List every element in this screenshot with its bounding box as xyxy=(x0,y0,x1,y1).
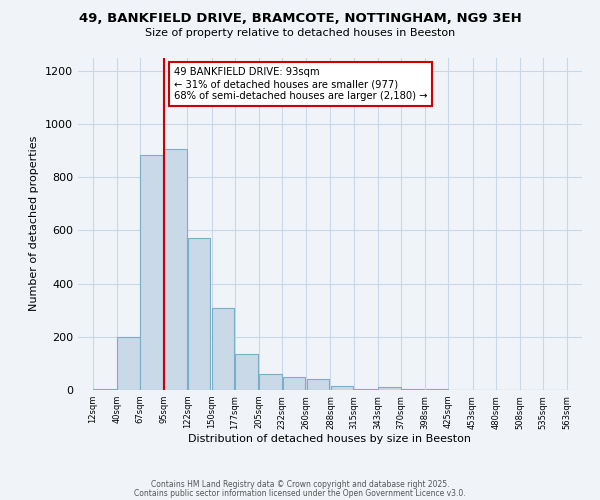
Bar xyxy=(425,388,448,390)
Bar xyxy=(93,388,116,390)
Bar xyxy=(164,150,187,390)
Bar xyxy=(212,308,235,390)
Text: Size of property relative to detached houses in Beeston: Size of property relative to detached ho… xyxy=(145,28,455,38)
Y-axis label: Number of detached properties: Number of detached properties xyxy=(29,136,40,312)
Bar xyxy=(331,386,353,390)
Text: Contains HM Land Registry data © Crown copyright and database right 2025.: Contains HM Land Registry data © Crown c… xyxy=(151,480,449,489)
Bar xyxy=(283,378,305,390)
Bar xyxy=(117,337,140,390)
Text: 49, BANKFIELD DRIVE, BRAMCOTE, NOTTINGHAM, NG9 3EH: 49, BANKFIELD DRIVE, BRAMCOTE, NOTTINGHA… xyxy=(79,12,521,26)
Text: 49 BANKFIELD DRIVE: 93sqm
← 31% of detached houses are smaller (977)
68% of semi: 49 BANKFIELD DRIVE: 93sqm ← 31% of detac… xyxy=(174,68,427,100)
Bar xyxy=(378,387,401,390)
Bar xyxy=(140,154,163,390)
Bar xyxy=(188,238,211,390)
Text: Contains public sector information licensed under the Open Government Licence v3: Contains public sector information licen… xyxy=(134,490,466,498)
Bar xyxy=(307,380,329,390)
Bar xyxy=(401,388,424,390)
Bar xyxy=(259,374,282,390)
Bar xyxy=(354,388,377,390)
X-axis label: Distribution of detached houses by size in Beeston: Distribution of detached houses by size … xyxy=(188,434,472,444)
Bar xyxy=(235,354,258,390)
